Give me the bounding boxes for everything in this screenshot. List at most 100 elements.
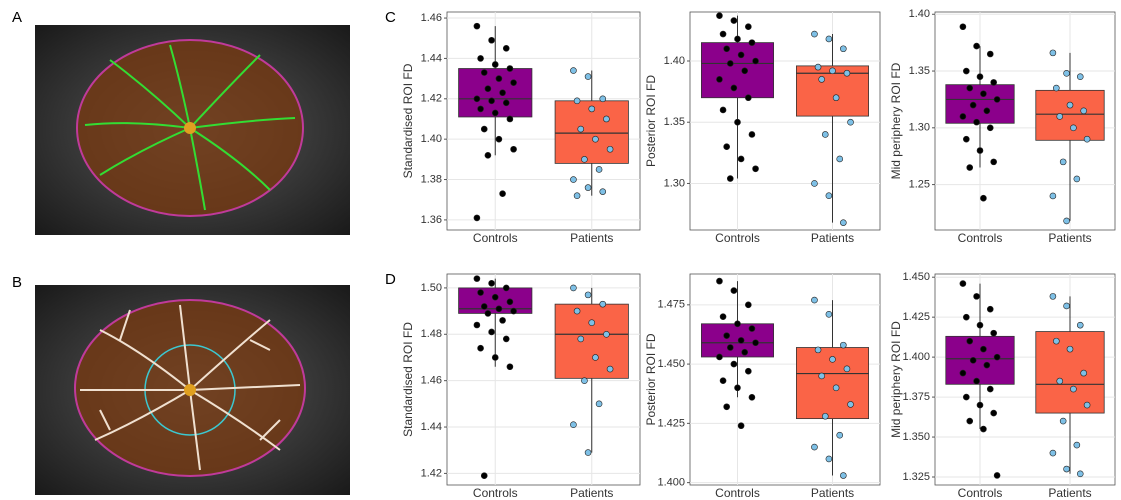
data-point — [510, 79, 517, 86]
x-tick-label: Patients — [570, 486, 613, 500]
data-point — [726, 60, 734, 67]
data-point — [1053, 84, 1060, 92]
data-point — [730, 84, 738, 92]
data-point — [491, 293, 499, 301]
data-point — [1063, 70, 1070, 77]
y-tick-label: 1.375 — [902, 391, 930, 403]
data-point — [570, 421, 577, 429]
data-point — [973, 293, 980, 300]
data-point — [734, 118, 741, 126]
y-axis-label: Posterior ROI FD — [644, 75, 658, 167]
data-point — [811, 180, 818, 187]
y-tick-label: 1.30 — [909, 122, 930, 134]
data-point — [840, 341, 847, 349]
data-point — [821, 412, 829, 420]
data-point — [584, 184, 592, 191]
data-point — [719, 106, 727, 114]
data-point — [480, 303, 488, 310]
data-point — [976, 401, 984, 409]
box — [554, 303, 629, 379]
data-point — [986, 124, 994, 132]
data-point — [963, 393, 970, 401]
data-point — [506, 115, 514, 123]
data-point — [745, 301, 752, 309]
data-point — [840, 45, 847, 53]
data-point — [595, 400, 603, 408]
data-point — [748, 39, 756, 46]
data-point — [488, 279, 495, 287]
data-point — [969, 101, 977, 109]
data-point — [573, 307, 581, 315]
data-point — [1070, 385, 1077, 393]
data-point — [484, 310, 492, 317]
y-tick-label: 1.38 — [421, 173, 442, 185]
y-axis-label: Mid periphery ROI FD — [889, 321, 903, 438]
y-tick-label: 1.425 — [902, 311, 930, 323]
y-tick-label: 1.36 — [421, 214, 442, 226]
data-point — [502, 99, 510, 107]
data-point — [502, 284, 510, 292]
data-point — [510, 307, 517, 315]
fundus-image-a — [35, 25, 350, 235]
data-point — [737, 337, 745, 344]
data-point — [748, 325, 756, 332]
data-point — [818, 76, 825, 83]
y-tick-label: 1.450 — [902, 271, 930, 283]
data-point — [603, 115, 610, 123]
data-point — [510, 145, 517, 153]
box — [701, 42, 775, 99]
panel-label: D — [385, 271, 396, 288]
data-point — [737, 422, 745, 430]
data-point — [730, 17, 738, 24]
data-point — [473, 321, 481, 329]
data-point — [966, 164, 974, 171]
data-point — [573, 192, 581, 199]
y-tick-label: 1.50 — [421, 282, 442, 294]
data-point — [737, 51, 745, 59]
data-point — [966, 337, 974, 345]
data-point — [1056, 113, 1064, 120]
y-tick-label: 1.30 — [664, 177, 685, 189]
data-point — [477, 105, 484, 113]
y-tick-label: 1.425 — [657, 417, 685, 429]
data-point — [1080, 369, 1087, 377]
data-point — [595, 166, 603, 173]
data-point — [1066, 101, 1074, 109]
data-point — [477, 344, 484, 352]
data-point — [1049, 192, 1057, 200]
y-tick-label: 1.400 — [657, 477, 685, 489]
data-point — [752, 339, 759, 347]
data-point — [843, 365, 851, 373]
data-point — [480, 69, 488, 76]
data-point — [730, 360, 738, 368]
panel-label: C — [385, 9, 396, 26]
data-point — [829, 67, 836, 75]
data-point — [573, 97, 581, 105]
y-axis-label: Standardised ROI FD — [401, 63, 415, 178]
box — [945, 335, 1015, 385]
data-point — [1073, 175, 1081, 183]
data-point — [836, 155, 844, 163]
box — [796, 65, 870, 117]
data-point — [963, 67, 970, 75]
box — [1035, 331, 1105, 414]
data-point — [976, 73, 984, 81]
data-point — [495, 75, 503, 82]
data-point — [570, 67, 577, 74]
y-tick-label: 1.44 — [421, 421, 442, 433]
data-point — [986, 385, 994, 393]
data-point — [473, 214, 481, 222]
data-point — [745, 94, 752, 102]
x-tick-label: Controls — [715, 231, 760, 245]
data-point — [577, 125, 585, 133]
data-point — [581, 377, 588, 384]
data-point — [829, 356, 836, 363]
data-point — [980, 425, 987, 433]
data-point — [719, 377, 727, 384]
data-point — [488, 97, 495, 105]
data-point — [730, 287, 738, 294]
data-point — [606, 365, 614, 373]
data-point — [993, 353, 1001, 361]
box — [945, 84, 1015, 124]
data-point — [825, 311, 833, 318]
